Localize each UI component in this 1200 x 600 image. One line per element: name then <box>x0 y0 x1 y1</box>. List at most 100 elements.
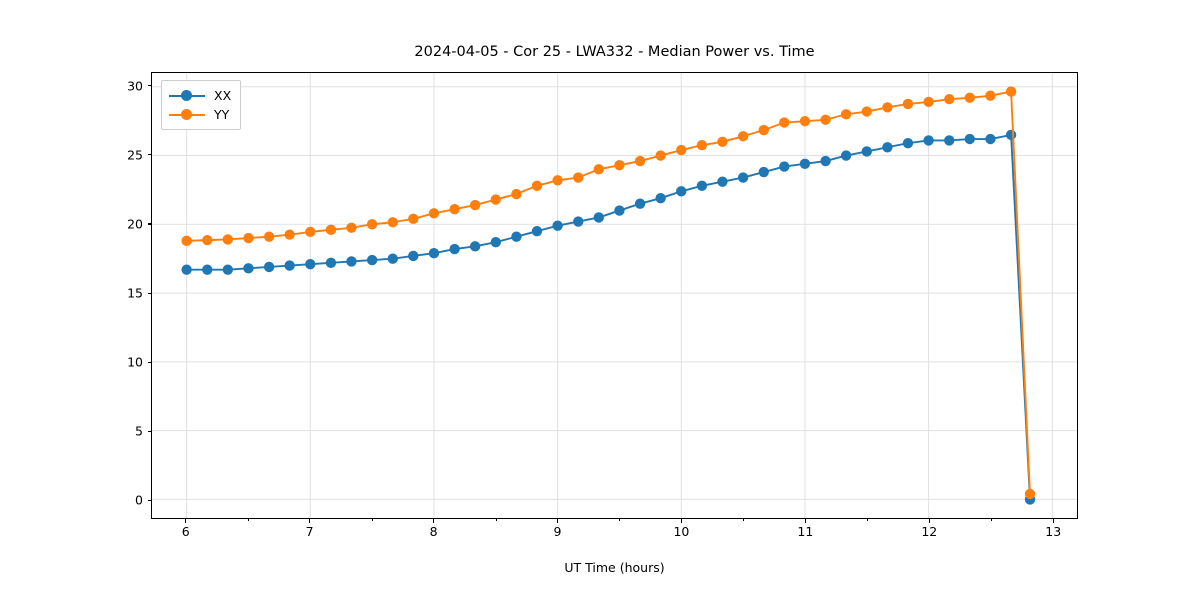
data-point <box>511 231 522 242</box>
data-point <box>861 106 872 117</box>
data-point <box>428 208 440 219</box>
data-point <box>820 155 831 167</box>
data-point <box>779 161 790 172</box>
data-point <box>263 231 275 242</box>
data-point <box>552 175 563 186</box>
data-point <box>490 194 501 205</box>
data-point <box>985 133 996 145</box>
plot-area <box>151 72 1078 519</box>
data-point <box>449 204 460 215</box>
gridlines <box>152 73 1077 518</box>
data-point <box>511 188 522 200</box>
x-tick-label: 12 <box>921 524 938 539</box>
x-tick-label: 10 <box>673 524 690 539</box>
data-point <box>593 212 604 223</box>
x-tick-label: 6 <box>181 524 190 539</box>
data-point <box>428 248 440 259</box>
y-tick-label: 20 <box>127 216 143 232</box>
x-tick-mark <box>928 519 930 523</box>
data-point <box>346 222 357 233</box>
data-point <box>408 213 419 224</box>
chart-legend[interactable]: XX YY <box>161 80 242 130</box>
data-point <box>840 150 852 161</box>
data-point <box>222 264 233 275</box>
y-tick-label: 10 <box>127 354 143 370</box>
x-tick-mark <box>433 519 435 523</box>
legend-marker-yy <box>169 108 205 122</box>
data-point <box>944 93 955 105</box>
data-point <box>1005 129 1017 141</box>
data-point <box>1005 86 1017 97</box>
data-point <box>202 234 213 246</box>
y-tick-mark <box>147 292 151 294</box>
data-point <box>531 180 543 191</box>
x-tick-label: 11 <box>797 524 814 539</box>
data-point <box>366 219 378 230</box>
data-point <box>696 140 708 151</box>
chart-title: 2024-04-05 - Cor 25 - LWA332 - Median Po… <box>414 44 815 60</box>
data-point <box>902 137 914 149</box>
data-point <box>202 264 213 275</box>
data-point <box>346 256 357 267</box>
y-tick-label: 5 <box>135 423 143 439</box>
data-point <box>737 172 749 183</box>
data-point <box>181 264 192 275</box>
data-point <box>408 250 419 262</box>
data-point <box>305 259 316 270</box>
y-tick-mark <box>147 361 151 363</box>
x-tick-label: 8 <box>429 524 438 539</box>
data-point <box>840 109 852 120</box>
x-minor-tick <box>619 519 621 521</box>
data-point <box>243 263 254 274</box>
data-point <box>655 150 666 161</box>
data-point <box>758 124 769 136</box>
data-point <box>573 172 584 183</box>
data-point <box>820 114 831 125</box>
data-point <box>676 186 687 197</box>
data-point <box>923 96 934 108</box>
data-point <box>882 102 893 113</box>
legend-item-xx[interactable]: XX <box>169 86 231 105</box>
legend-item-yy[interactable]: YY <box>169 105 231 124</box>
data-point <box>944 135 955 146</box>
data-point <box>284 260 295 271</box>
data-point <box>902 98 914 110</box>
data-point <box>490 237 501 248</box>
x-tick-mark <box>804 519 806 523</box>
data-point <box>387 217 398 228</box>
data-point <box>614 205 625 216</box>
x-tick-label: 9 <box>553 524 562 539</box>
x-tick-label: 13 <box>1045 524 1062 539</box>
x-minor-tick <box>247 519 249 521</box>
x-minor-tick <box>867 519 869 521</box>
x-tick-mark <box>185 519 187 523</box>
data-point <box>799 158 811 169</box>
data-point <box>469 241 481 252</box>
data-point <box>737 131 749 142</box>
data-point <box>305 226 316 238</box>
legend-label-xx: XX <box>214 88 232 103</box>
data-point <box>717 176 728 187</box>
series-line-xx <box>185 133 1031 501</box>
data-point <box>325 224 337 235</box>
data-point <box>552 220 563 231</box>
data-point <box>985 90 996 101</box>
data-point <box>634 155 646 167</box>
data-point <box>593 164 604 175</box>
x-tick-mark <box>680 519 683 523</box>
x-tick-mark <box>309 519 311 523</box>
data-point <box>449 243 460 255</box>
data-point <box>243 232 254 244</box>
y-tick-mark <box>147 154 151 156</box>
data-point <box>634 198 646 209</box>
data-point <box>882 142 893 153</box>
data-point <box>1024 488 1036 500</box>
y-tick-mark <box>147 223 151 225</box>
data-point <box>964 92 975 103</box>
data-point <box>325 257 337 269</box>
y-tick-label: 15 <box>127 285 143 301</box>
y-tick-label: 30 <box>127 78 143 94</box>
y-tick-mark <box>147 85 151 87</box>
x-tick-label: 7 <box>305 524 314 539</box>
